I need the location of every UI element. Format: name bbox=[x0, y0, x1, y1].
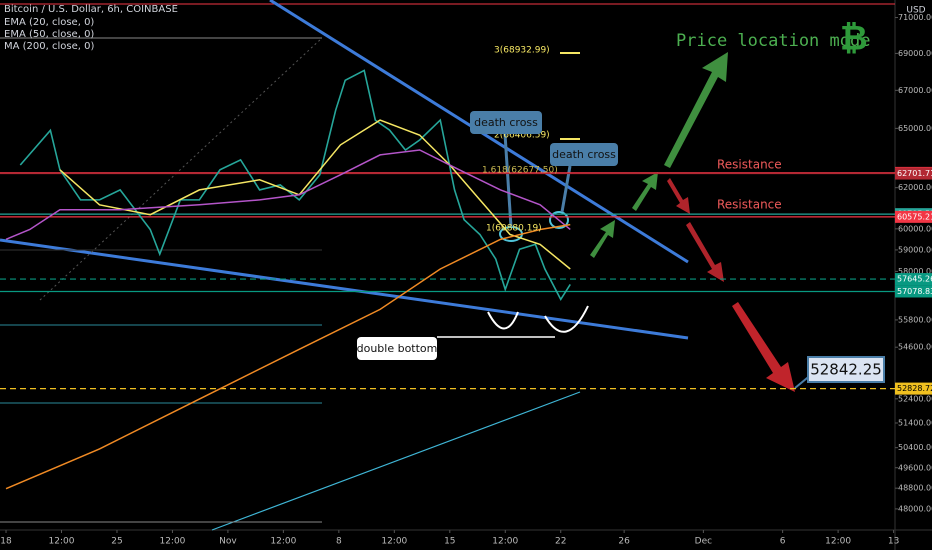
y-tick-label: 58000.00 bbox=[898, 267, 932, 276]
x-tick-label: 18 bbox=[0, 537, 12, 547]
channel-line bbox=[211, 391, 581, 531]
y-tick-label: 52400.00 bbox=[898, 394, 932, 403]
arrow-up bbox=[590, 220, 615, 258]
price-tag-label: 57078.83 bbox=[897, 287, 932, 296]
fib-label: 1(60880.19) bbox=[486, 224, 542, 234]
symbol: ₿ bbox=[840, 19, 868, 59]
legend-title: Bitcoin / U.S. Dollar, 6h, COINBASE bbox=[4, 4, 178, 15]
x-tick-label: 12:00 bbox=[381, 537, 407, 547]
trendline bbox=[0, 238, 689, 340]
price-tag bbox=[895, 273, 932, 286]
arrow-up bbox=[664, 52, 728, 168]
annotation-box bbox=[357, 337, 437, 360]
fib-label: 1.618(62677.50) bbox=[482, 166, 558, 176]
y-tick-label: 50400.00 bbox=[898, 443, 932, 452]
x-tick-label: 6 bbox=[780, 537, 786, 547]
price-tag bbox=[895, 382, 932, 395]
y-tick-label: 60000.00 bbox=[898, 224, 932, 233]
bottom-arc bbox=[487, 311, 519, 330]
indicator-line bbox=[59, 119, 571, 270]
arrow-down bbox=[732, 302, 795, 392]
cross-circle bbox=[549, 211, 569, 229]
x-tick-label: Dec bbox=[695, 537, 712, 547]
arrow-down bbox=[686, 222, 724, 282]
x-tick-label: 26 bbox=[618, 537, 630, 547]
annotation-box bbox=[470, 111, 542, 134]
x-tick-label: Nov bbox=[219, 537, 237, 547]
indicator-line bbox=[5, 149, 571, 241]
annotation: 52842.25 bbox=[810, 361, 882, 379]
annotation: death cross bbox=[552, 148, 616, 161]
fib-label: 3(68932.99) bbox=[494, 46, 550, 56]
legend-entry: EMA (20, close, 0) bbox=[4, 17, 94, 28]
annotation: double bottom bbox=[357, 342, 438, 355]
annotation: death cross bbox=[474, 116, 538, 129]
x-tick-label: 12:00 bbox=[159, 537, 185, 547]
price-tag-label: 57645.26 bbox=[897, 275, 932, 284]
annotation: Price location mode bbox=[676, 31, 870, 51]
price-tag-label: 52828.72 bbox=[897, 384, 932, 393]
y-tick-label: 55800.00 bbox=[898, 315, 932, 324]
y-tick-label: 67000.00 bbox=[898, 86, 932, 95]
arrow-down bbox=[667, 178, 690, 214]
x-tick-label: 12:00 bbox=[492, 537, 518, 547]
y-tick-label: 71000.00 bbox=[898, 13, 932, 22]
y-tick-label: 59000.00 bbox=[898, 245, 932, 254]
y-tick-label: 54600.00 bbox=[898, 343, 932, 352]
annotation: Resistance bbox=[717, 158, 782, 172]
y-tick-label: 51400.00 bbox=[898, 419, 932, 428]
plot bbox=[0, 69, 895, 490]
x-tick-label: 22 bbox=[555, 537, 566, 547]
arrows bbox=[590, 52, 795, 392]
y-tick-label: 69000.00 bbox=[898, 49, 932, 58]
y-tick-label: 48000.00 bbox=[898, 504, 932, 513]
x-tick-label: 12:00 bbox=[49, 537, 75, 547]
price-tag-label: 62701.71 bbox=[897, 169, 932, 178]
price-tag-label: 60575.21 bbox=[897, 212, 932, 221]
arrow-up bbox=[632, 172, 658, 211]
x-tick-label: 8 bbox=[336, 537, 342, 547]
y-tick-label: 62000.00 bbox=[898, 183, 932, 192]
annotation-box bbox=[807, 356, 885, 383]
legend-entry: EMA (50, close, 0) bbox=[4, 29, 94, 40]
price-tag bbox=[895, 167, 932, 180]
legend-entry: MA (200, close, 0) bbox=[4, 41, 94, 52]
fib-line bbox=[39, 37, 323, 301]
indicator-line bbox=[5, 223, 571, 490]
axis-unit: USD bbox=[906, 6, 925, 16]
annotation: Resistance bbox=[717, 198, 782, 212]
x-tick-label: 25 bbox=[111, 537, 122, 547]
callout-line bbox=[503, 133, 513, 228]
price-line-series bbox=[19, 69, 571, 301]
y-tick-label: 65000.00 bbox=[898, 124, 932, 133]
x-tick-label: 12:00 bbox=[825, 537, 851, 547]
bottom-arc bbox=[544, 305, 589, 333]
x-tick-label: 15 bbox=[444, 537, 455, 547]
price-tag bbox=[895, 210, 932, 223]
fib-label: 2(66406.59) bbox=[494, 131, 550, 141]
annotation-box bbox=[550, 143, 618, 166]
y-tick-label: 49600.00 bbox=[898, 463, 932, 472]
x-tick-label: 13 bbox=[888, 537, 899, 547]
y-tick-label: 48800.00 bbox=[898, 484, 932, 493]
x-tick-label: 12:00 bbox=[270, 537, 296, 547]
price-tag bbox=[895, 285, 932, 298]
